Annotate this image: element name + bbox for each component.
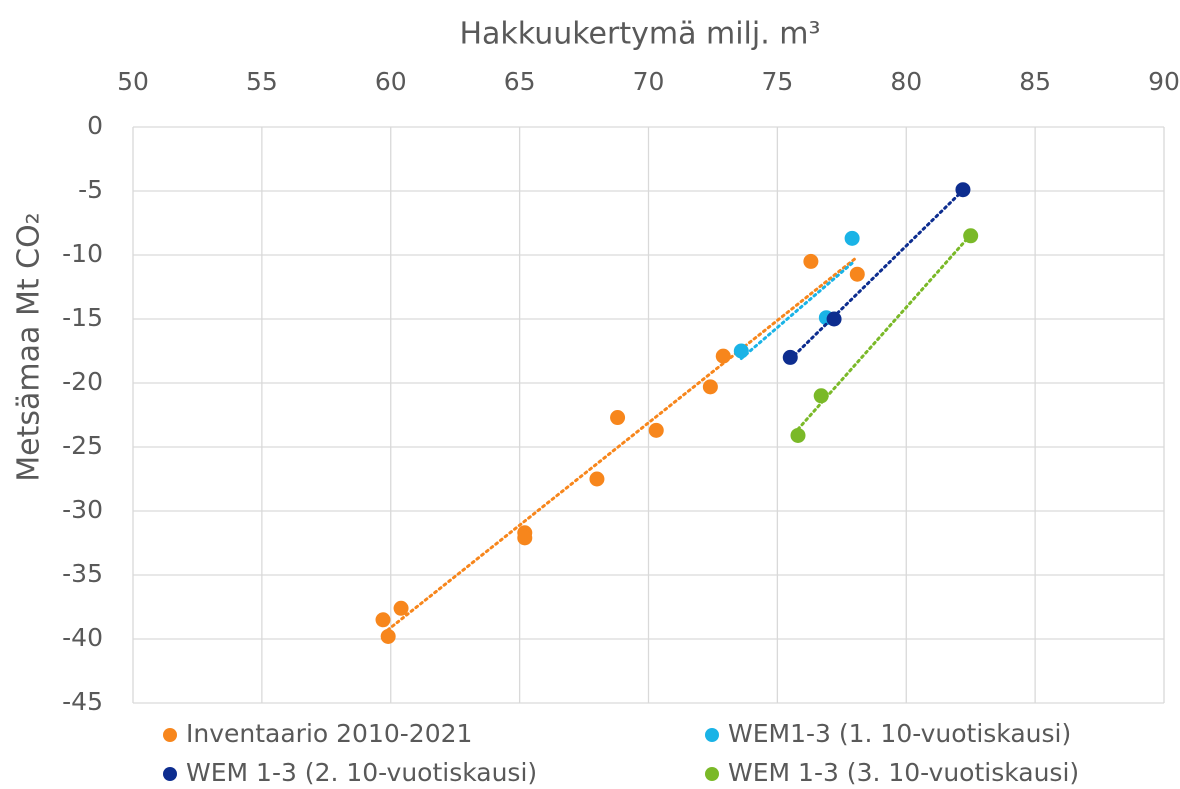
scatter-point: [589, 471, 605, 487]
y-tick-label: -40: [62, 623, 103, 652]
trendline: [381, 255, 859, 636]
x-tick-label: 80: [890, 67, 922, 96]
x-tick-label: 85: [1019, 67, 1051, 96]
legend-label: WEM1-3 (1. 10-vuotiskausi): [728, 719, 1071, 748]
scatter-point: [380, 628, 396, 644]
y-tick-label: -25: [62, 431, 103, 460]
y-tick-label: -10: [62, 239, 103, 268]
scatter-point: [517, 530, 533, 546]
legend-marker: [163, 728, 177, 742]
scatter-point: [375, 612, 391, 628]
scatter-point: [733, 343, 749, 359]
x-tick-label: 70: [633, 67, 665, 96]
legend-label: Inventaario 2010-2021: [186, 719, 472, 748]
scatter-point: [702, 379, 718, 395]
x-tick-label: 90: [1148, 67, 1180, 96]
legend-marker: [705, 728, 719, 742]
scatter-point: [955, 182, 971, 198]
scatter-point: [610, 410, 626, 426]
y-tick-label: 0: [87, 111, 103, 140]
chart-title: Hakkuukertymä milj. m³: [459, 17, 820, 52]
legend-marker: [705, 767, 719, 781]
trendline: [788, 188, 965, 361]
y-tick-label: -20: [62, 367, 103, 396]
y-tick-label: -45: [62, 687, 103, 716]
x-tick-label: 50: [117, 67, 149, 96]
y-tick-label: -15: [62, 303, 103, 332]
scatter-point: [813, 388, 829, 404]
scatter-point: [826, 311, 842, 327]
scatter-point: [782, 349, 798, 365]
scatter-point: [790, 427, 806, 443]
scatter-point: [844, 230, 860, 246]
y-tick-label: -5: [78, 175, 103, 204]
y-tick-label: -35: [62, 559, 103, 588]
scatter-point: [648, 422, 664, 438]
scatter-point: [803, 253, 819, 269]
legend-label: WEM 1-3 (3. 10-vuotiskausi): [728, 758, 1079, 787]
y-tick-label: -30: [62, 495, 103, 524]
scatter-point: [393, 600, 409, 616]
x-tick-label: 55: [246, 67, 278, 96]
x-tick-label: 75: [761, 67, 793, 96]
trendline: [739, 261, 854, 361]
scatter-point: [963, 228, 979, 244]
scatter-point: [849, 266, 865, 282]
legend-label: WEM 1-3 (2. 10-vuotiskausi): [186, 758, 537, 787]
scatter-point: [715, 348, 731, 364]
x-tick-label: 60: [375, 67, 407, 96]
y-axis-label: Metsämaa Mt CO₂: [12, 212, 47, 481]
legend-marker: [163, 767, 177, 781]
x-tick-label: 65: [504, 67, 536, 96]
